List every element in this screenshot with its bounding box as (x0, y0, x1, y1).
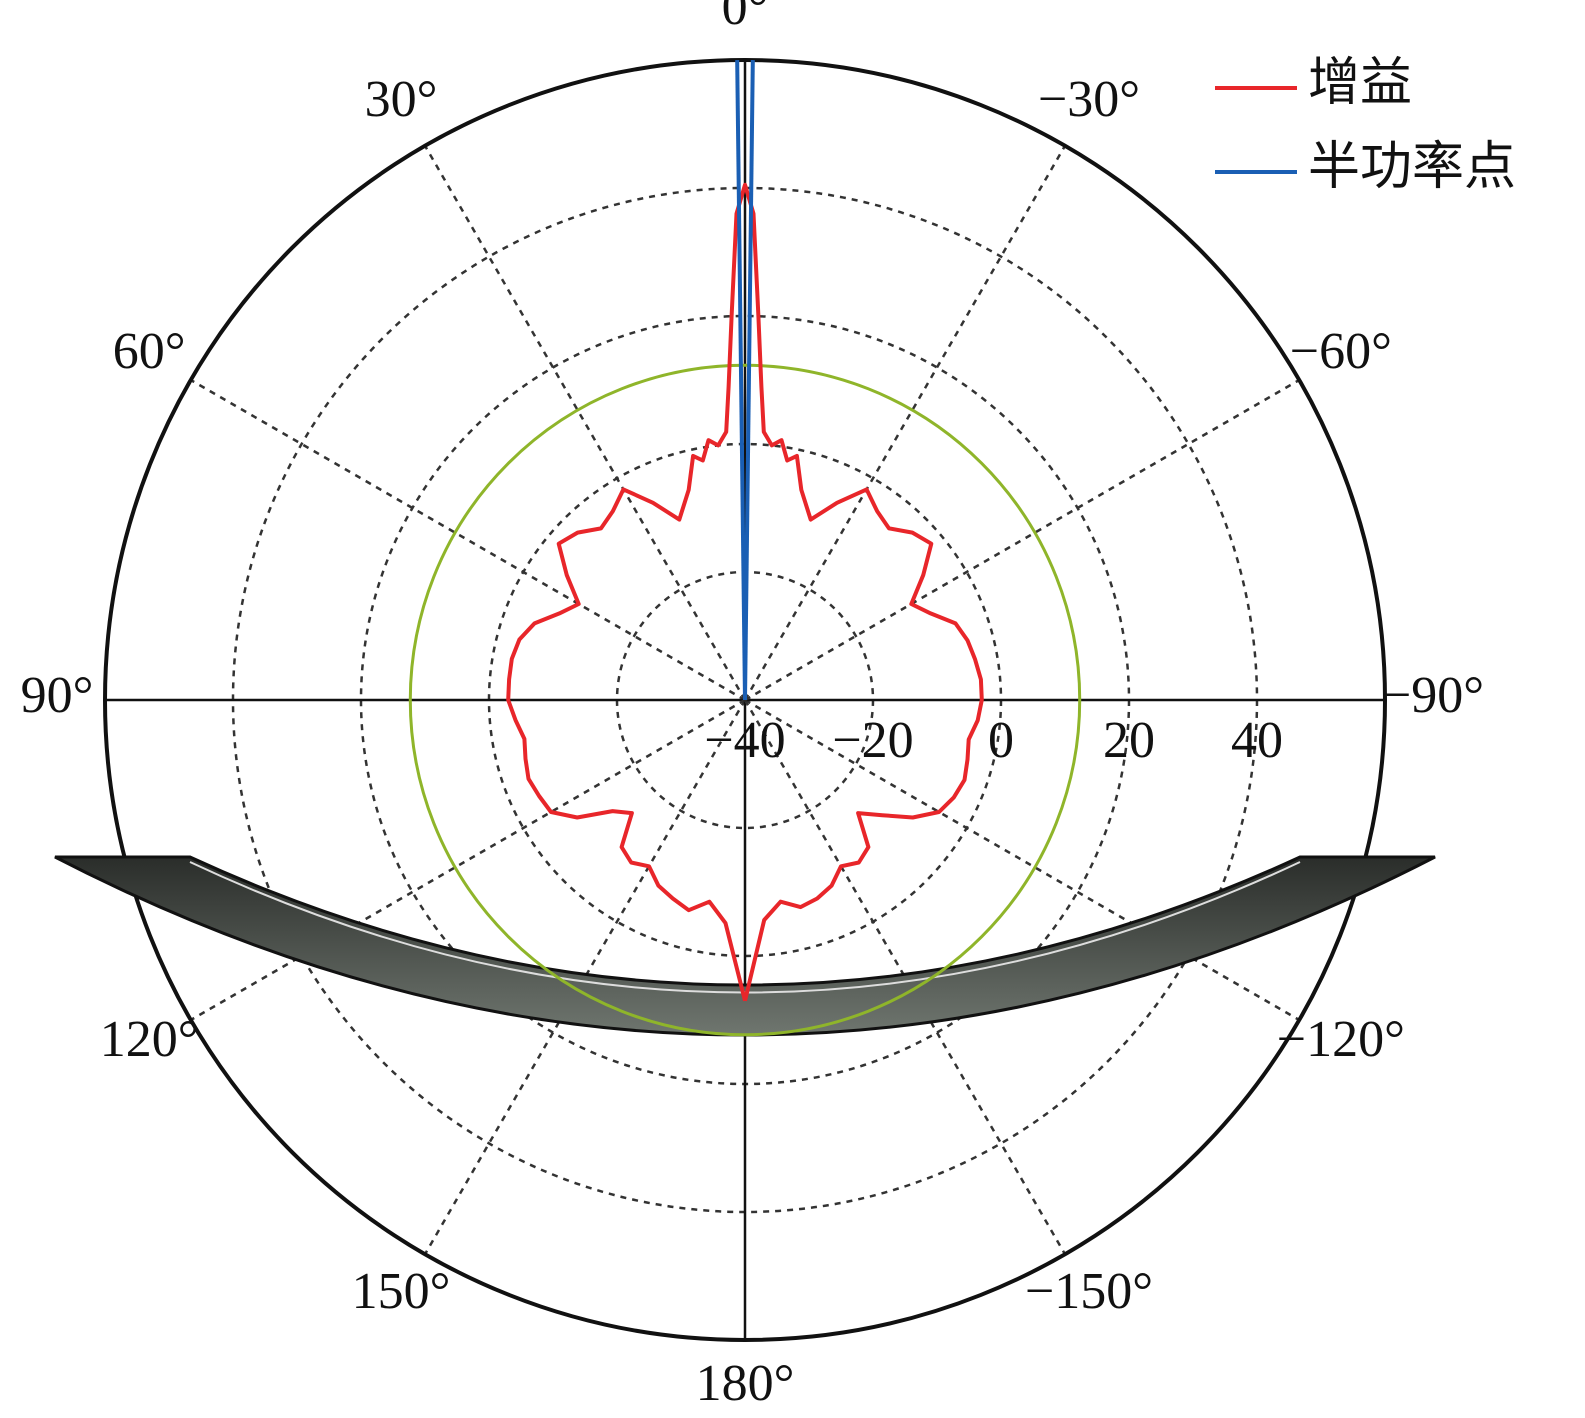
r-tick-label: −20 (832, 712, 913, 769)
theta-tick-label: 0° (722, 0, 769, 36)
grid-spoke (744, 698, 1300, 1022)
r-tick-label: −40 (704, 712, 785, 769)
r-tick-label: 20 (1103, 712, 1155, 769)
polar-frame (103, 58, 1387, 1342)
grid-spoke (423, 699, 747, 1255)
theta-tick-label: 90° (21, 667, 94, 724)
grid-spoke (190, 378, 746, 702)
legend-label: 半功率点 (1308, 139, 1516, 196)
theta-tick-label: 120° (100, 1011, 199, 1068)
grid-spoke (423, 145, 747, 701)
theta-tick-label: 180° (696, 1355, 795, 1412)
theta-tick-label: −90° (1382, 667, 1484, 724)
r-tick-label: 0 (988, 712, 1014, 769)
half-power-line (743, 60, 755, 701)
reflector-dish (54, 855, 1436, 1037)
theta-tick-label: −120° (1277, 1011, 1405, 1068)
theta-tick-label: −150° (1025, 1263, 1153, 1320)
half-power-line (735, 60, 747, 701)
grid-spoke (744, 378, 1300, 702)
theta-tick-label: 60° (113, 323, 186, 380)
legend-label: 增益 (1308, 55, 1412, 112)
plot-area (408, 60, 1082, 1037)
theta-tick-label: 30° (365, 71, 438, 128)
grid-spoke (743, 145, 1067, 701)
theta-tick-label: 150° (352, 1263, 451, 1320)
grid-spoke (190, 698, 746, 1022)
grid-spoke (743, 699, 1067, 1255)
gain-line (506, 182, 984, 1002)
reference-circle (408, 363, 1082, 1037)
r-tick-label: 40 (1231, 712, 1283, 769)
legend: 0° 30° 60° 90° 120° 150° 180° −150° −120° −90° −60… (21, 0, 1516, 1412)
theta-tick-label: −60° (1290, 323, 1392, 380)
theta-tick-label: −30° (1038, 71, 1140, 128)
